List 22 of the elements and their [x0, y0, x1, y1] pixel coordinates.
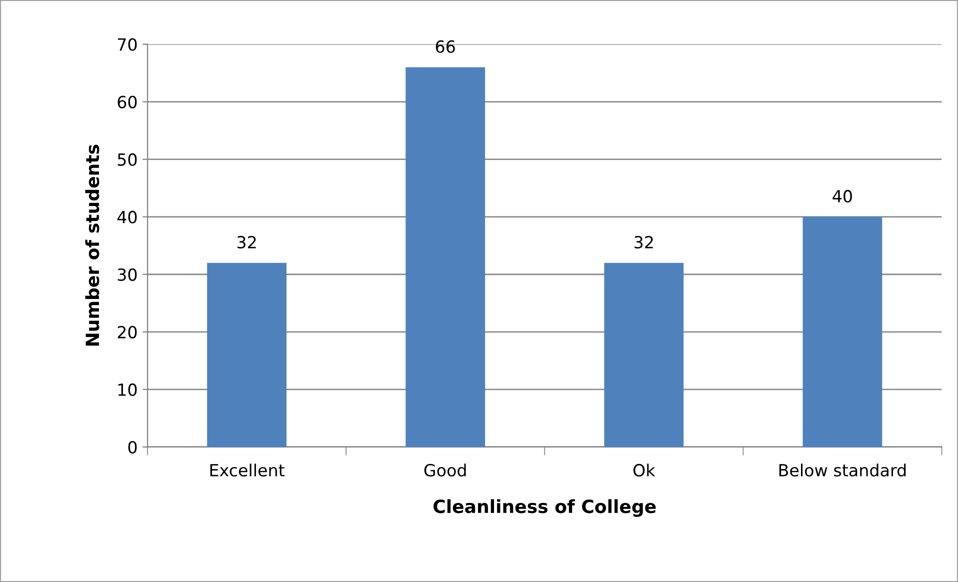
x-axis-title: Cleanliness of College [434, 499, 656, 517]
data-label: 66 [436, 40, 455, 53]
x-tick-label: Excellent [210, 464, 284, 477]
bar [406, 67, 486, 447]
bar [604, 262, 684, 447]
y-tick-label: 20 [118, 326, 137, 338]
y-tick-label: 0 [128, 440, 137, 454]
x-tick-label: Ok [633, 464, 656, 477]
data-label: 32 [634, 236, 653, 249]
y-axis-title: Number of students [85, 144, 100, 346]
y-tick-label: 30 [118, 268, 137, 281]
y-tick-label: 10 [118, 383, 137, 396]
y-tick-label: 70 [118, 38, 137, 51]
data-label: 32 [237, 236, 256, 249]
bar [802, 216, 882, 447]
bar [207, 262, 287, 447]
x-tick-label: Below standard [779, 464, 906, 477]
y-tick-label: 50 [118, 153, 137, 166]
data-label: 40 [832, 190, 852, 202]
x-tick-label: Good [424, 464, 466, 477]
y-tick-label: 60 [118, 96, 137, 108]
y-tick-label: 40 [117, 210, 137, 224]
